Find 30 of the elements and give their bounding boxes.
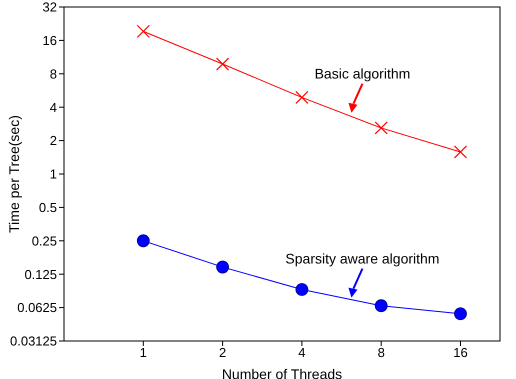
y-tick-label: 32: [42, 0, 57, 15]
x-tick-label: 2: [218, 345, 226, 360]
y-tick-label: 4: [50, 100, 57, 115]
point: [136, 24, 150, 38]
y-tick-label: 1: [50, 166, 57, 182]
point: [295, 90, 308, 104]
y-tick-label: 0.25: [32, 233, 57, 248]
y-tick-label: 2: [50, 133, 57, 148]
y-tick-label: 0.125: [24, 266, 57, 282]
y-tick-label: 0.0625: [17, 300, 57, 316]
y-axis-title: Time per Tree(sec): [6, 115, 22, 233]
x-tick-label: 8: [378, 345, 385, 360]
point: [374, 299, 388, 312]
x-tick-label: 16: [453, 345, 468, 360]
point: [454, 307, 467, 320]
point: [136, 234, 150, 248]
y-tick-label: 0.03125: [10, 334, 57, 349]
series-label: Sparsity aware algorithm: [285, 250, 440, 267]
point: [454, 145, 468, 159]
point: [216, 57, 230, 71]
point: [374, 121, 388, 135]
x-tick-label: 4: [298, 345, 306, 360]
x-tick-label: 1: [140, 345, 147, 360]
y-tick-label: 16: [42, 33, 57, 48]
y-tick-label: 0.5: [38, 200, 57, 216]
series-label: Basic algorithm: [314, 66, 410, 82]
point: [216, 260, 229, 274]
y-tick-label: 8: [50, 66, 57, 82]
x-axis-title: Number of Threads: [222, 366, 342, 379]
point: [295, 283, 308, 296]
